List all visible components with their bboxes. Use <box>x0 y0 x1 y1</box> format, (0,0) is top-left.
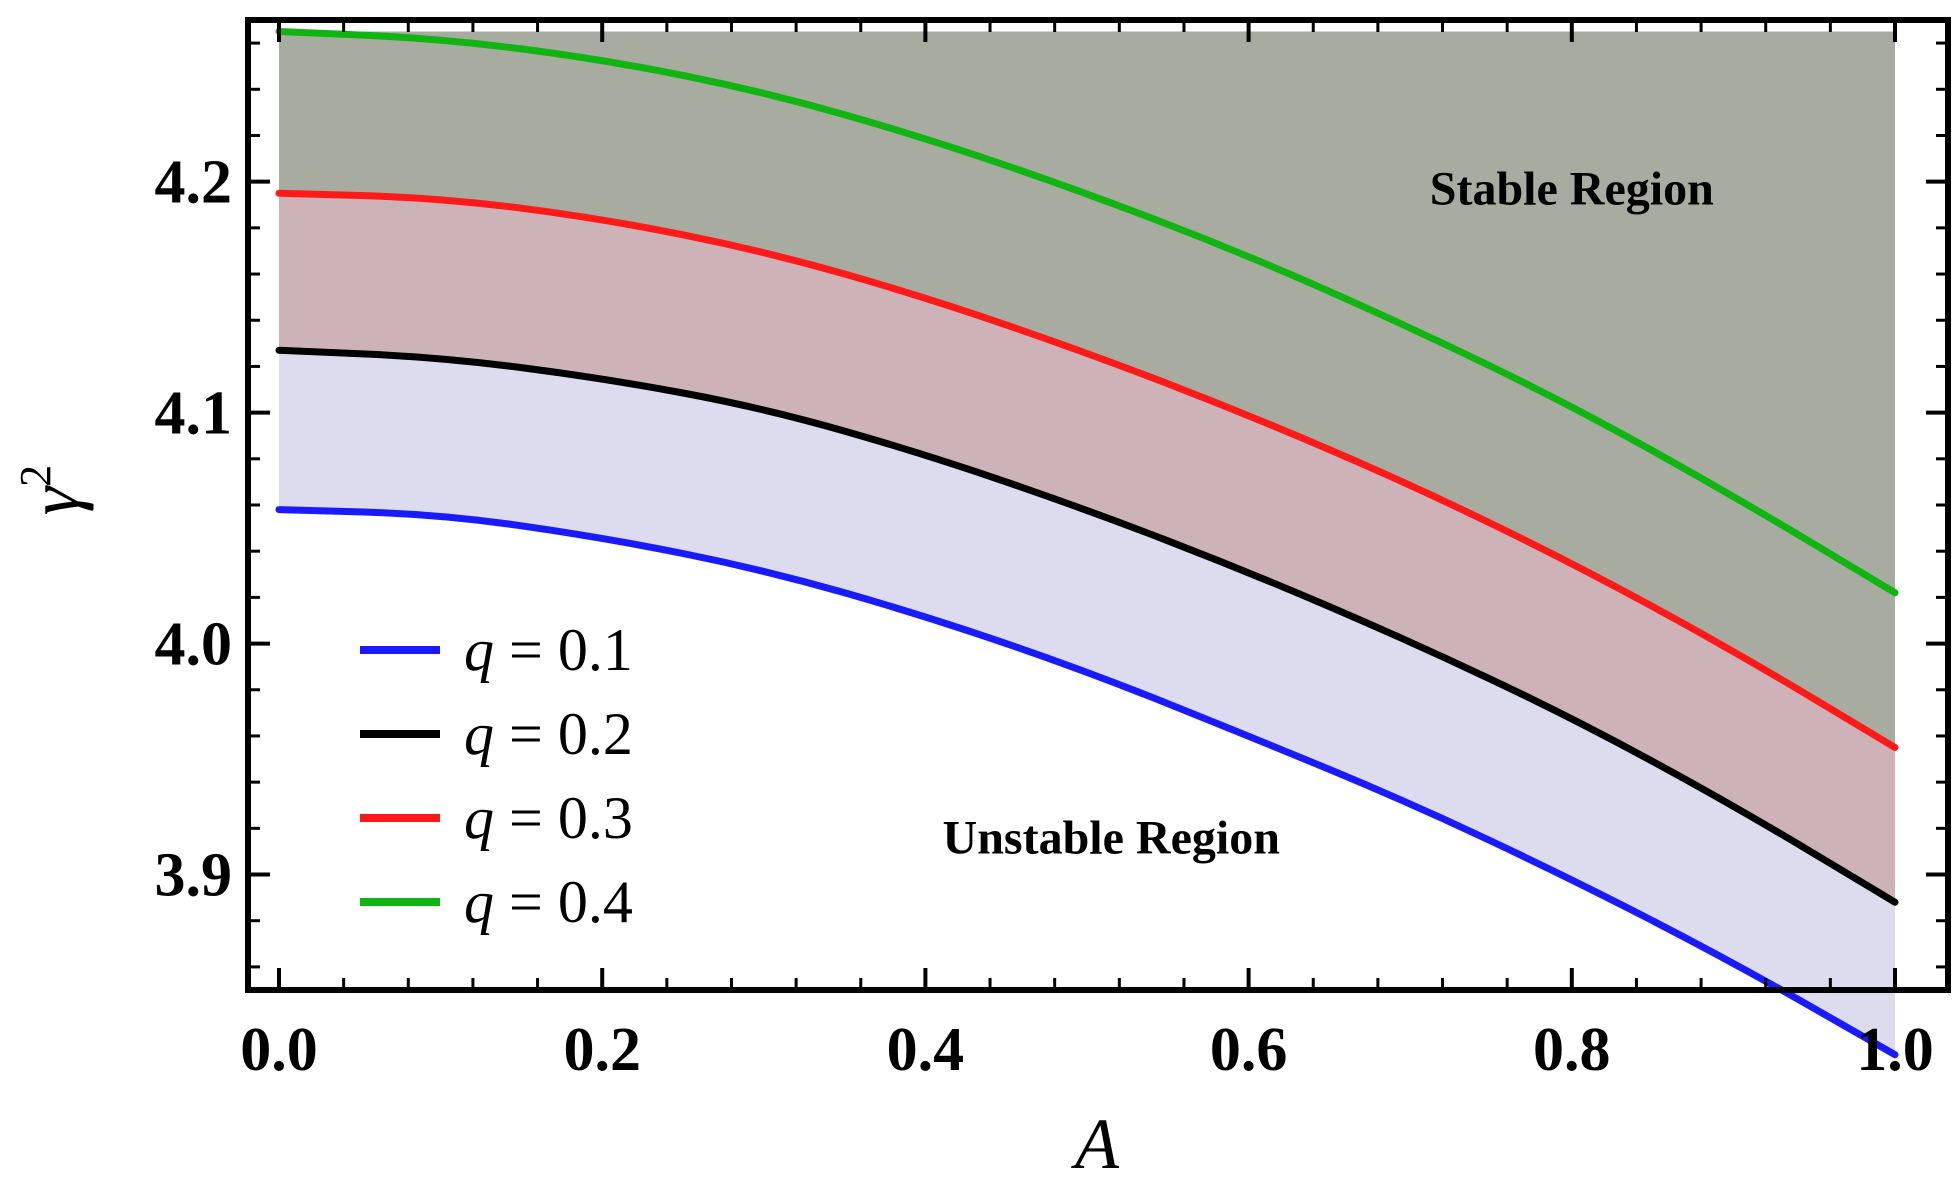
x-tick-label: 0.2 <box>563 1016 641 1084</box>
y-tick-label: 3.9 <box>155 842 233 910</box>
y-axis-title-base: γ <box>14 485 94 515</box>
x-tick-label: 0.4 <box>887 1016 965 1084</box>
plot-frame <box>245 17 1951 993</box>
x-tick-label: 0.0 <box>240 1016 318 1084</box>
series-line-1 <box>275 506 1899 1059</box>
y-tick-label: 4.2 <box>155 149 233 217</box>
legend-label-4: q = 0.4 <box>464 869 633 935</box>
y-tick-label: 4.0 <box>155 611 233 679</box>
legend-label-3: q = 0.3 <box>464 785 633 851</box>
series-line-2 <box>275 346 1899 906</box>
x-tick-label: 1.0 <box>1856 1016 1934 1084</box>
legend: q = 0.1 q = 0.2 q = 0.3 q = 0.4 <box>360 617 633 935</box>
series-line-3 <box>275 189 1899 751</box>
annotation-stable-region: Stable Region <box>1430 163 1714 216</box>
y-axis-title-superscript: 2 <box>11 465 60 487</box>
legend-label-2: q = 0.2 <box>464 701 633 767</box>
fill-band-q01 <box>279 350 1895 1055</box>
fill-band-3 <box>279 31 1895 748</box>
fill-stable-region <box>279 31 1895 593</box>
y-axis-title: γ2 <box>11 465 94 515</box>
legend-label-1: q = 0.1 <box>464 617 633 683</box>
series-line-4 <box>275 28 1899 597</box>
x-tick-label: 0.8 <box>1533 1016 1611 1084</box>
x-tick-label: 0.6 <box>1210 1016 1288 1084</box>
series-curves <box>275 28 1899 1059</box>
region-fills <box>279 31 1895 1055</box>
annotation-unstable-region: Unstable Region <box>943 812 1280 865</box>
x-axis-title: A <box>1071 1104 1120 1184</box>
tick-labels: 0.0 0.2 0.4 0.6 0.8 1.0 3.9 4.0 4.1 4.2 <box>155 149 1934 1084</box>
fill-band-2 <box>279 193 1895 903</box>
y-tick-label: 4.1 <box>155 380 233 448</box>
